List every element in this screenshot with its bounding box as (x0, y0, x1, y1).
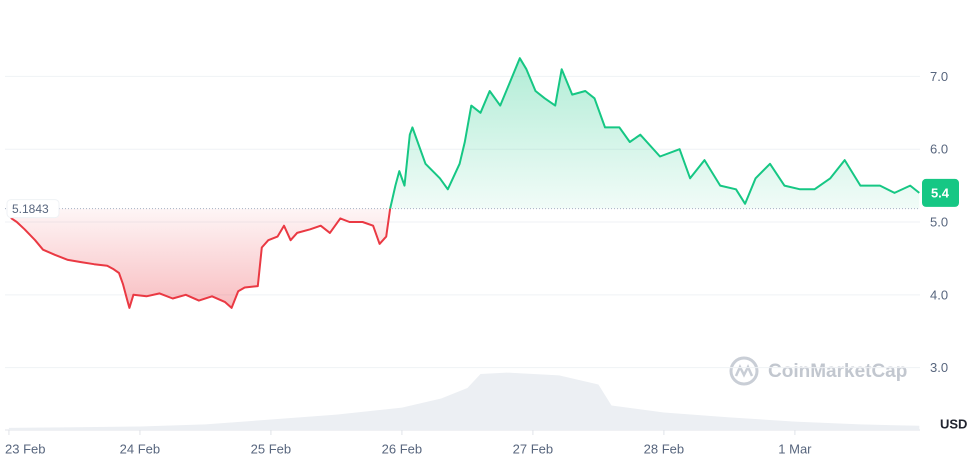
y-tick-label: 6.0 (930, 142, 948, 157)
area-up (390, 58, 920, 209)
x-tick-label: 27 Feb (513, 441, 553, 456)
x-tick-label: 28 Feb (644, 441, 684, 456)
x-tick-label: 1 Mar (778, 441, 812, 456)
volume-area (8, 372, 920, 430)
x-tick-label: 25 Feb (251, 441, 291, 456)
y-tick-label: 5.0 (930, 214, 948, 229)
currency-label: USD (940, 416, 967, 431)
baseline-label-bg (6, 199, 60, 219)
y-tick-label: 7.0 (930, 69, 948, 84)
price-line-up (389, 57, 920, 209)
watermark: CoinMarketCap (729, 356, 907, 386)
current-price-label: 5.4 (931, 185, 950, 200)
price-line-down (7, 208, 392, 309)
x-tick-label: 24 Feb (120, 441, 160, 456)
y-tick-label: 3.0 (930, 360, 948, 375)
y-tick-label: 4.0 (930, 287, 948, 302)
area-down (8, 208, 920, 308)
x-tick-label: 26 Feb (382, 441, 422, 456)
current-price-bg (922, 178, 959, 207)
x-tick-label: 23 Feb (5, 441, 45, 456)
baseline-label: 5.1843 (12, 202, 49, 216)
watermark-text: CoinMarketCap (768, 361, 907, 382)
